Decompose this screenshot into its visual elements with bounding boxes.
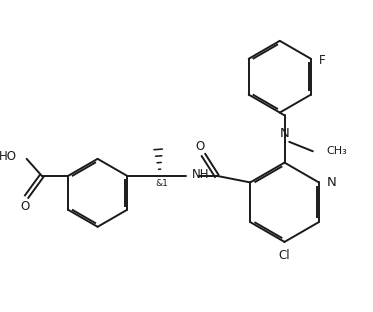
Text: O: O [195,140,204,153]
Text: Cl: Cl [279,249,290,262]
Text: HO: HO [0,150,17,163]
Text: NH: NH [192,168,210,181]
Text: O: O [20,200,29,212]
Text: N: N [280,127,289,140]
Text: CH₃: CH₃ [326,146,347,156]
Text: &1: &1 [156,179,168,188]
Text: F: F [319,54,325,67]
Text: N: N [326,176,336,189]
